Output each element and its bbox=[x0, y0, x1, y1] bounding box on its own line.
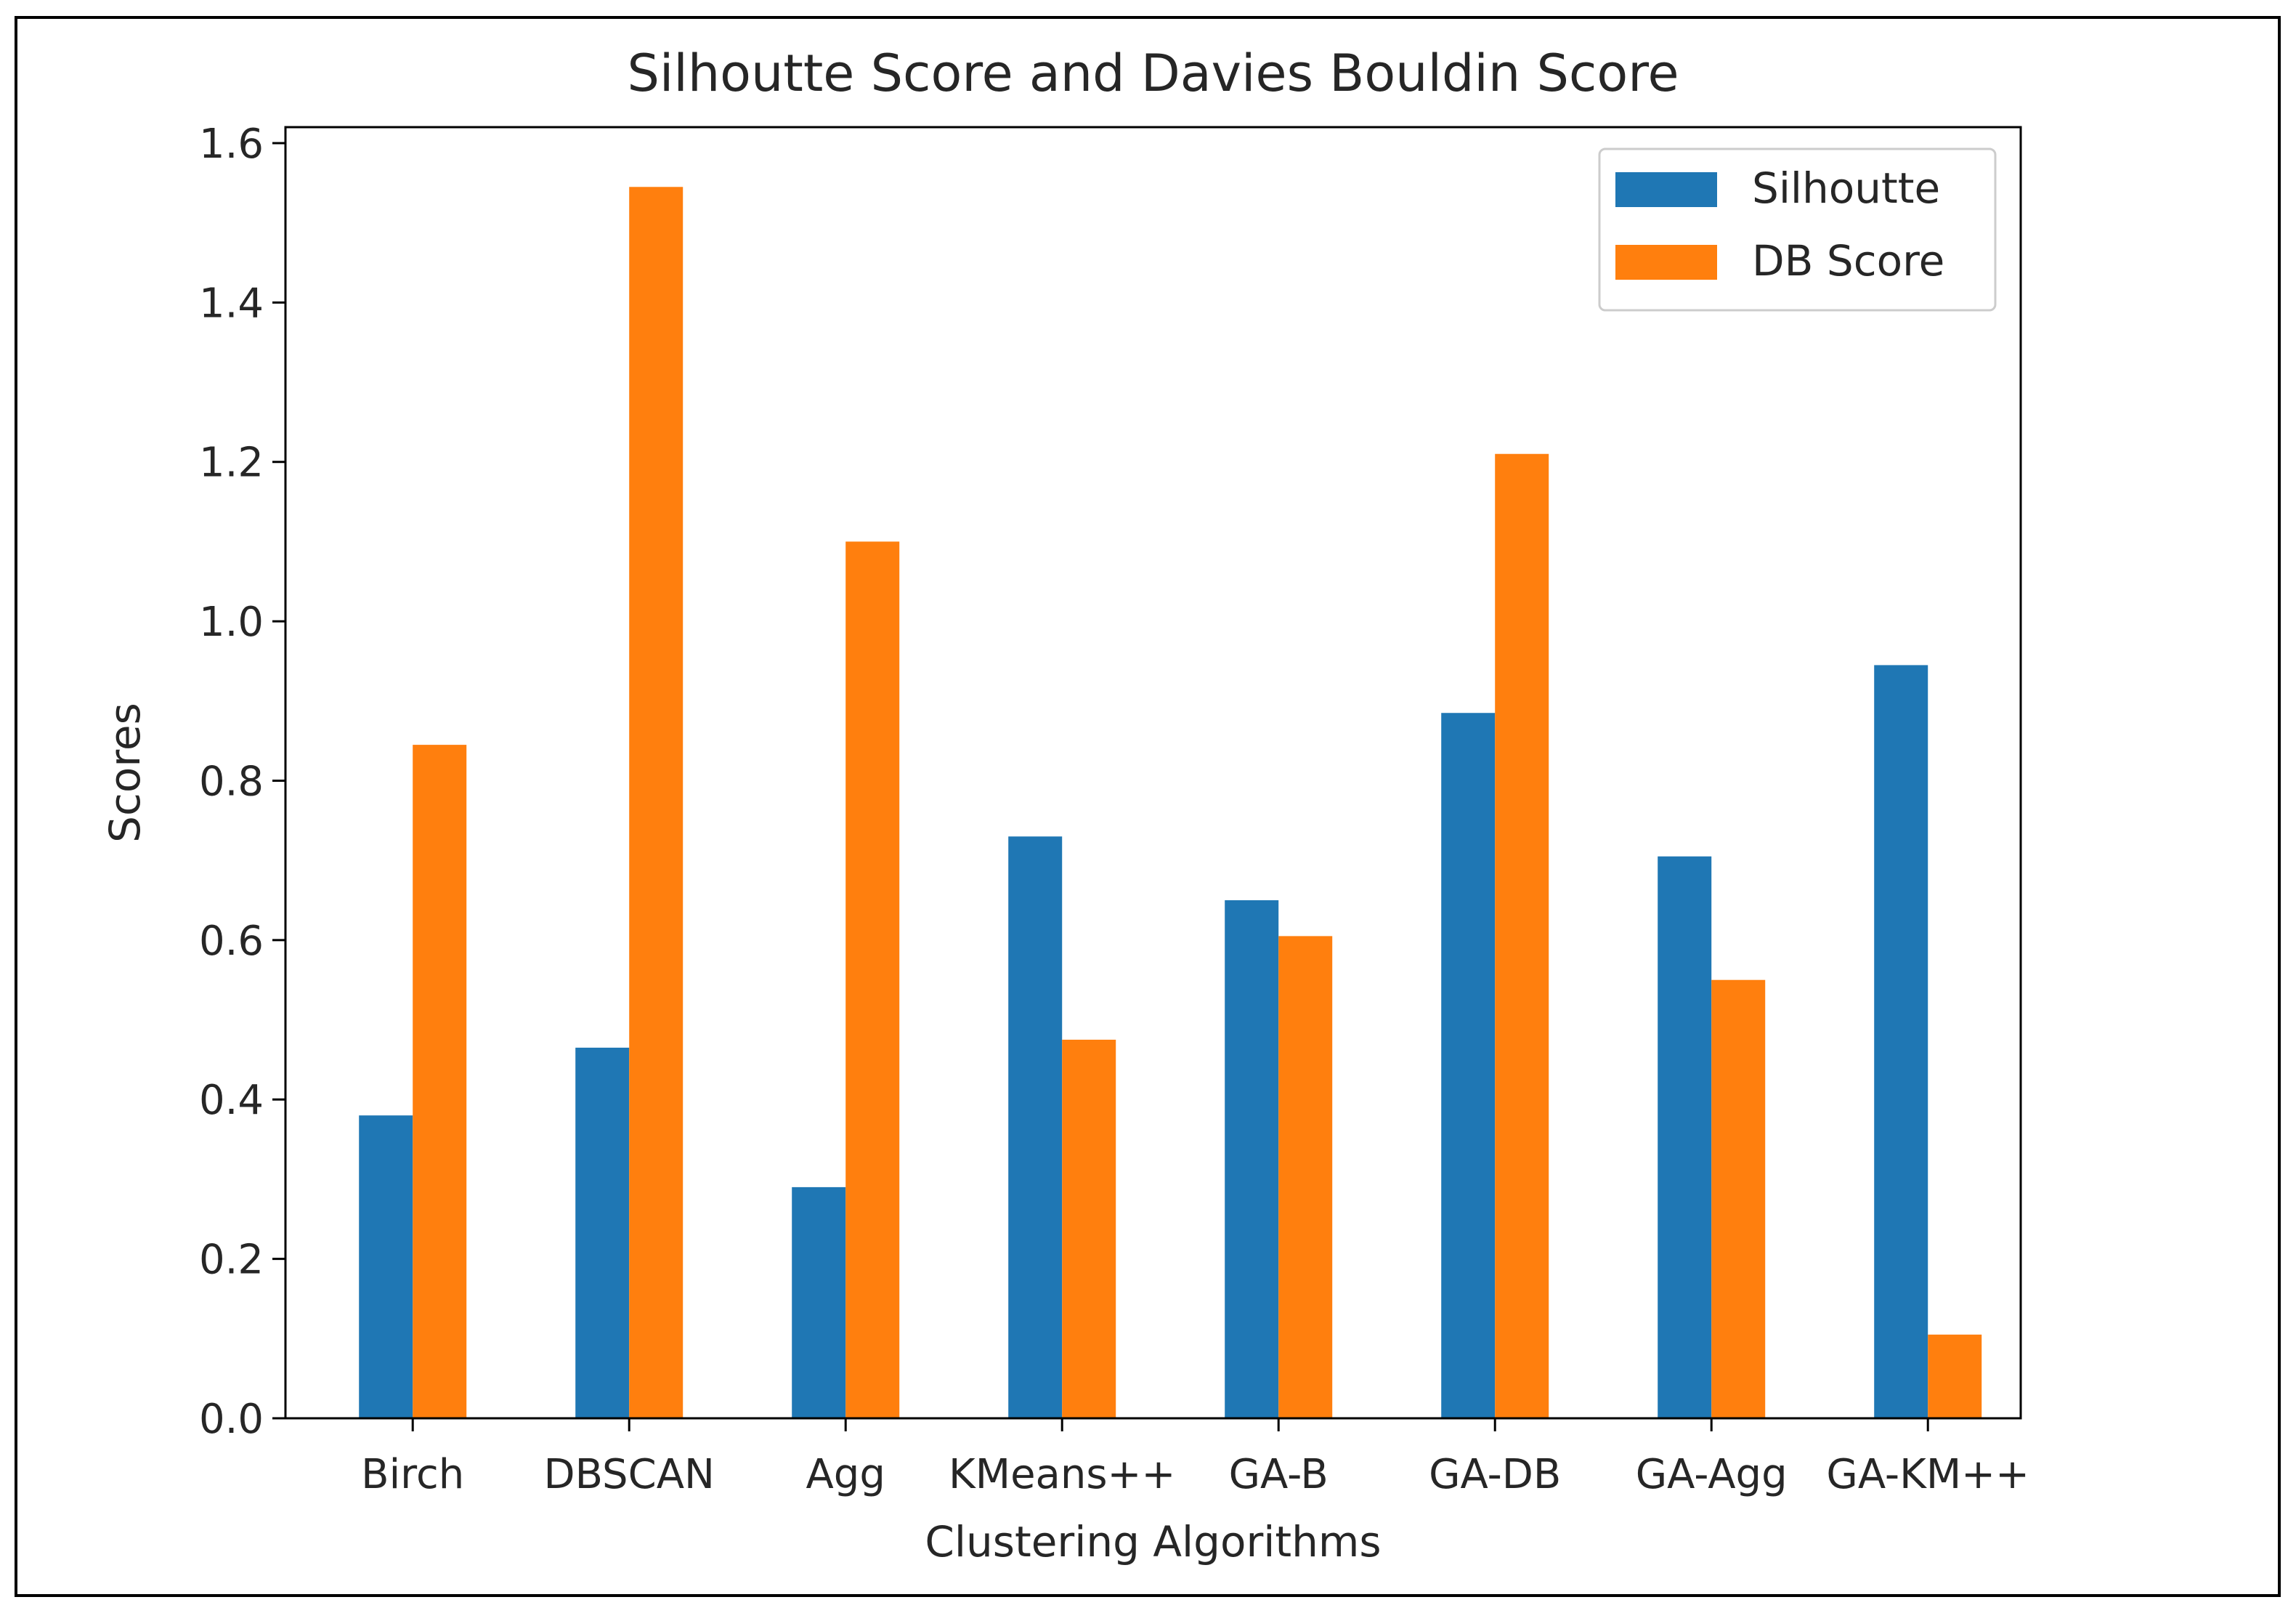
y-tick-label: 1.2 bbox=[199, 440, 264, 487]
y-tick-label: 1.0 bbox=[199, 599, 264, 646]
bar-db-score-kmeans- bbox=[1062, 1039, 1116, 1418]
y-tick-label: 0.4 bbox=[199, 1077, 264, 1124]
bar-db-score-agg bbox=[845, 541, 900, 1419]
x-tick-label: Agg bbox=[806, 1451, 885, 1498]
x-tick-label: DBSCAN bbox=[544, 1451, 715, 1498]
bar-silhoutte-birch bbox=[359, 1115, 413, 1418]
bar-db-score-ga-b bbox=[1278, 936, 1333, 1418]
x-tick-label: KMeans++ bbox=[949, 1451, 1175, 1498]
y-tick-label: 0.6 bbox=[199, 918, 264, 965]
y-tick-label: 0.8 bbox=[199, 758, 264, 805]
bar-silhoutte-dbscan bbox=[575, 1047, 630, 1418]
y-axis-title: Scores bbox=[100, 703, 150, 843]
bar-silhoutte-ga-db bbox=[1441, 713, 1496, 1418]
bar-db-score-ga-agg bbox=[1711, 979, 1766, 1418]
y-tick-label: 1.6 bbox=[199, 121, 264, 168]
bar-db-score-dbscan bbox=[629, 187, 683, 1418]
bar-silhoutte-ga-b bbox=[1225, 900, 1279, 1418]
chart-title: Silhoutte Score and Davies Bouldin Score bbox=[627, 44, 1679, 103]
bar-db-score-ga-km- bbox=[1928, 1334, 1982, 1418]
plot-frame bbox=[284, 126, 2022, 1420]
x-axis-title: Clustering Algorithms bbox=[925, 1517, 1381, 1566]
x-tick-label: GA-KM++ bbox=[1826, 1451, 2029, 1498]
x-tick-label: Birch bbox=[361, 1451, 464, 1498]
y-tick-label: 0.2 bbox=[199, 1237, 264, 1284]
legend-label-silhoutte: Silhoutte bbox=[1752, 163, 1940, 213]
legend-swatch-silhoutte bbox=[1615, 172, 1717, 207]
legend: Silhoutte DB Score bbox=[1598, 147, 1997, 312]
y-axis: 0.0 0.2 0.4 0.6 0.8 1.0 1.2 1.4 1.6 bbox=[199, 121, 285, 1443]
bar-db-score-birch bbox=[413, 745, 467, 1418]
bar-db-score-ga-db bbox=[1495, 453, 1549, 1418]
legend-label-db-score: DB Score bbox=[1752, 236, 1944, 286]
legend-entries: Silhoutte DB Score bbox=[1615, 163, 1944, 286]
bars-layer bbox=[359, 187, 1982, 1419]
y-tick-label: 1.4 bbox=[199, 280, 264, 327]
bar-silhoutte-ga-km- bbox=[1874, 665, 1928, 1418]
bar-silhoutte-ga-agg bbox=[1658, 856, 1712, 1418]
y-tick-label: 0.0 bbox=[199, 1396, 264, 1443]
bar-silhoutte-agg bbox=[792, 1186, 846, 1418]
legend-swatch-db-score bbox=[1615, 245, 1717, 280]
x-axis: Birch DBSCAN Agg KMeans++ GA-B GA-DB GA-Agg GA-… bbox=[361, 1418, 2029, 1498]
bar-silhoutte-kmeans- bbox=[1008, 836, 1063, 1418]
x-tick-label: GA-DB bbox=[1429, 1451, 1561, 1498]
x-tick-label: GA-Agg bbox=[1636, 1451, 1788, 1498]
x-tick-label: GA-B bbox=[1229, 1451, 1328, 1498]
